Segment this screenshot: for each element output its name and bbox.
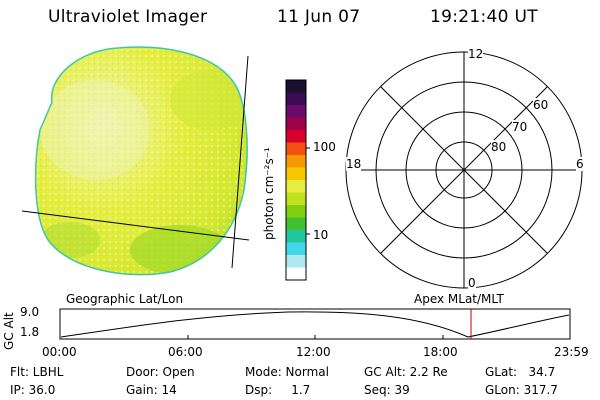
colorbar-band (286, 180, 306, 193)
colorbar-band (286, 217, 306, 231)
lat-label-80: 80 (491, 140, 507, 154)
colorbar-unit-label: photon cm⁻²s⁻¹ (262, 147, 276, 240)
dsp-info: Dsp: 1.7 (245, 383, 311, 397)
timeline-right-label: Apex MLat/MLT (414, 292, 504, 306)
colorbar-band (286, 117, 306, 131)
altitude-curve (60, 311, 570, 338)
colorbar-band (286, 242, 306, 256)
colorbar-band (286, 142, 306, 156)
colorbar-band (286, 130, 306, 143)
colorbar-band (286, 267, 306, 281)
colorbar-band (286, 192, 306, 206)
timeline-ytick-bottom: 1.8 (20, 325, 40, 339)
colorbar-band (286, 80, 306, 93)
door-info: Door: Open (126, 365, 195, 379)
mlt-label-0: 0 (468, 276, 476, 290)
mlt-label-18: 18 (346, 157, 362, 171)
timeline-xtick-3: 18:00 (423, 345, 458, 359)
timeline-xtick-4: 23:59 (554, 345, 589, 359)
mode-info: Mode: Normal (245, 365, 329, 379)
colorbar-band (286, 255, 306, 268)
timeline-left-label: Geographic Lat/Lon (66, 292, 184, 306)
timeline-xtick-1: 06:00 (168, 345, 203, 359)
colorbar-band (286, 230, 306, 243)
colorbar-band (286, 105, 306, 118)
filter-info: Flt: LBHL (10, 365, 64, 379)
timeline-ylabel: GC Alt (2, 312, 16, 350)
colorbar-band (286, 167, 306, 181)
seq-info: Seq: 39 (364, 383, 410, 397)
app-title: Ultraviolet Imager (48, 7, 208, 27)
terminator-line (21, 210, 250, 241)
gain-info: Gain: 14 (126, 383, 177, 397)
colorbar-tick-100: 100 (313, 140, 336, 154)
gc-alt-info: GC Alt: 2.2 Re (364, 365, 448, 379)
date-label: 11 Jun 07 (277, 7, 361, 27)
mlt-label-6: 6 (576, 157, 584, 171)
colorbar-tick-10: 10 (313, 228, 329, 242)
color-bar (285, 79, 310, 281)
glat-info: GLat: 34.7 (485, 365, 556, 379)
limb-line (231, 55, 249, 269)
timeline-xtick-0: 00:00 (42, 345, 77, 359)
time-label: 19:21:40 UT (430, 7, 538, 27)
uv-disk-image (21, 46, 250, 276)
mlt-label-12: 12 (468, 47, 484, 61)
timeline-xtick-2: 12:00 (296, 345, 331, 359)
lat-label-60: 60 (533, 98, 549, 112)
colorbar-band (286, 205, 306, 218)
colorbar-band (286, 92, 306, 106)
timeline-ytick-top: 9.0 (20, 305, 40, 319)
glon-info: GLon: 317.7 (485, 383, 558, 397)
colorbar-band (286, 155, 306, 168)
ip-info: IP: 36.0 (10, 383, 56, 397)
altitude-timeline (59, 308, 571, 340)
polar-grid (345, 51, 583, 289)
lat-label-70: 70 (512, 120, 528, 134)
